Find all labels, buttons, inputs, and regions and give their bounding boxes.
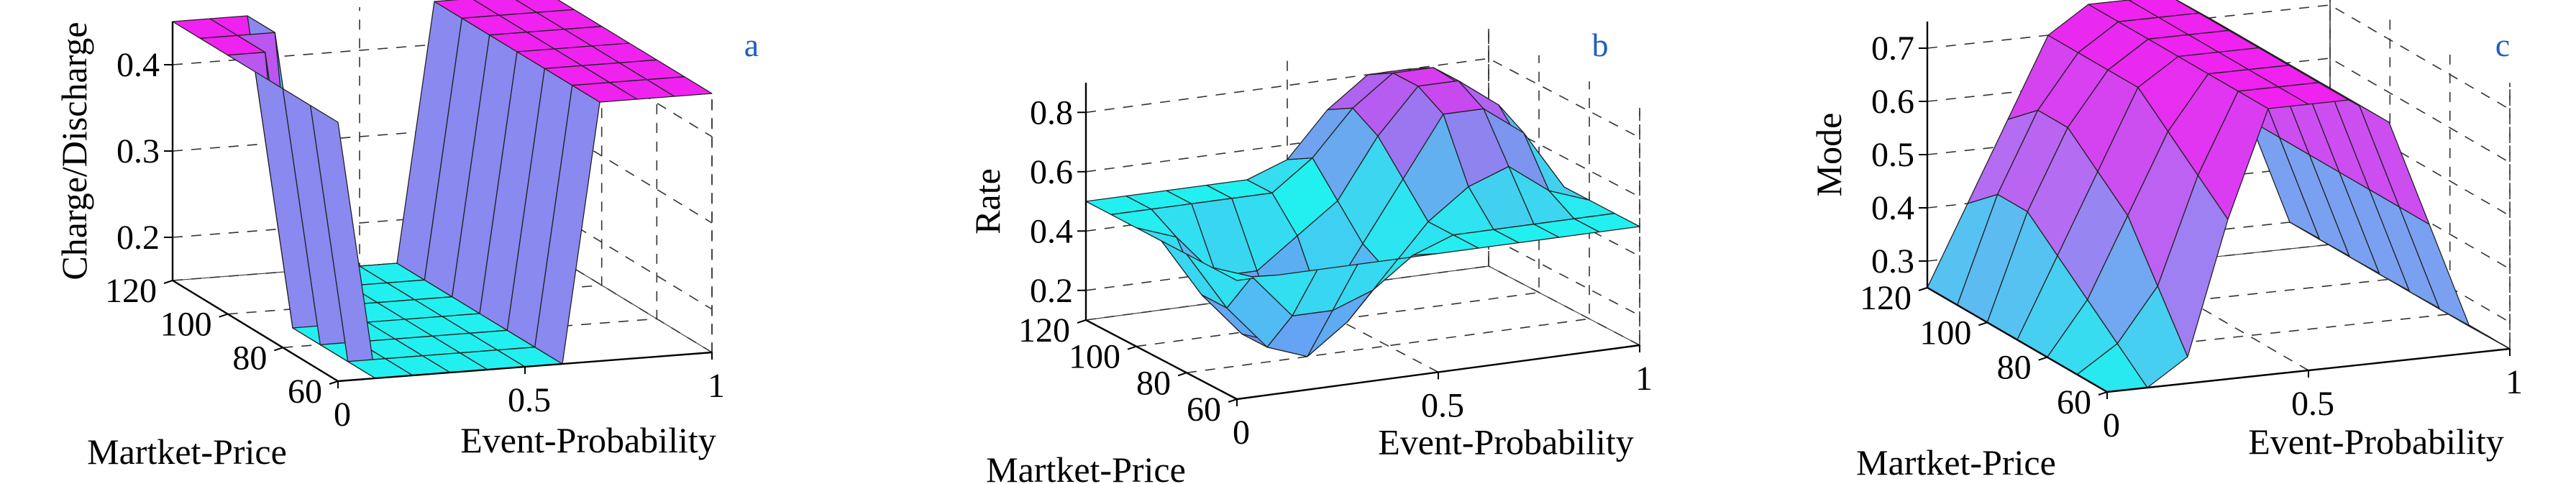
y-tick [1177, 372, 1187, 377]
z-tick-label: 0.4 [1871, 189, 1914, 227]
y-tick-label: 100 [160, 306, 212, 344]
x-axis-label: Event-Probability [1378, 421, 1634, 462]
z-gridline [1085, 117, 1640, 198]
y-tick [2038, 356, 2047, 361]
y-gridline [227, 26, 603, 315]
y-tick-label: 120 [1018, 311, 1070, 350]
y-axis-label: Martket-Price [1856, 442, 2056, 483]
x-tick-label: 0 [334, 396, 351, 434]
z-tick-label: 0.8 [1030, 93, 1073, 132]
y-tick [274, 347, 283, 352]
panel-tag: b [1592, 27, 1609, 63]
y-tick-label: 60 [288, 373, 322, 411]
z-tick-label: 0.3 [1871, 242, 1914, 280]
y-axis-line [1927, 286, 2108, 393]
z-axis-label: Charge/Discharge [54, 22, 94, 280]
y-tick [329, 380, 339, 385]
x-tick-label: 0.5 [1421, 387, 1464, 425]
x-tick-label: 0.5 [508, 381, 551, 419]
surface [1085, 67, 1640, 357]
y-axis-line [172, 279, 339, 383]
z-axis-label: Rate [967, 168, 1008, 234]
z-tick-label: 0.6 [1871, 83, 1914, 121]
y-tick-label: 120 [1860, 279, 1912, 317]
y-tick [1918, 287, 1928, 291]
z-gridline [1085, 58, 1640, 139]
y-tick-label: 80 [1136, 364, 1171, 402]
y-axis-label: Martket-Price [87, 432, 287, 472]
y-axis-line [1085, 319, 1238, 401]
z-tick-label: 0.3 [117, 132, 160, 170]
z-tick-label: 0.5 [1871, 136, 1914, 174]
panel-tag: a [744, 27, 759, 63]
y-tick [1077, 319, 1087, 324]
z-tick-label: 0.6 [1030, 153, 1073, 191]
z-tick-label: 0.4 [1030, 212, 1073, 250]
y-tick [1228, 398, 1238, 403]
x-axis-label: Event-Probability [460, 420, 716, 460]
z-tick-label: 0.2 [117, 219, 160, 257]
y-tick [163, 280, 173, 284]
x-tick-label: 0 [2103, 406, 2120, 444]
z-tick-label: 0.2 [1030, 272, 1073, 310]
z-tick-label: 0.4 [117, 46, 160, 84]
x-tick-label: 1 [708, 367, 725, 405]
z-axis-label: Mode [1809, 113, 1849, 197]
x-gridline [1488, 29, 1640, 346]
y-tick-label: 80 [232, 339, 267, 377]
y-tick [1127, 345, 1137, 350]
surface-facet [647, 76, 713, 97]
y-tick-label: 100 [1069, 338, 1120, 376]
surface-facet [1574, 213, 1640, 233]
y-gridline [1186, 81, 1590, 374]
surface [172, 0, 713, 379]
surface-facet [2439, 309, 2511, 350]
y-gridline [283, 60, 658, 349]
x-axis-label: Event-Probability [2248, 421, 2504, 462]
x-tick-label: 0 [1233, 414, 1250, 452]
y-axis-label: Martket-Price [986, 449, 1186, 484]
y-tick-label: 80 [1997, 349, 2032, 387]
surface [1927, 0, 2511, 393]
y-tick-label: 100 [1919, 314, 1971, 352]
y-tick-label: 60 [1187, 391, 1221, 429]
y-tick-label: 120 [105, 272, 157, 310]
y-tick-label: 60 [2057, 383, 2091, 421]
y-tick [219, 313, 228, 318]
y-tick [2098, 391, 2108, 396]
z-tick-label: 0.7 [1871, 29, 1914, 68]
x-tick-label: 0.5 [2291, 385, 2334, 423]
x-tick-label: 1 [1635, 360, 1653, 398]
panel-tag: c [2495, 27, 2510, 63]
y-tick [1978, 321, 1988, 327]
x-tick-label: 1 [2506, 363, 2523, 401]
